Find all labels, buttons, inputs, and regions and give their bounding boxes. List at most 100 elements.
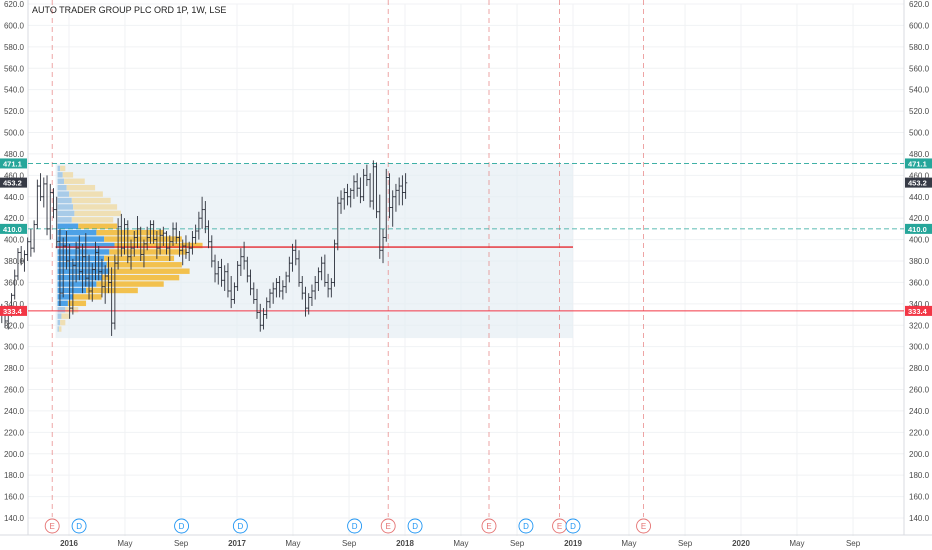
y-tick-label-right: 560.0	[909, 64, 930, 73]
dividend-marker[interactable]: D	[174, 518, 190, 534]
y-tick-label-right: 180.0	[909, 471, 930, 480]
event-marker-label: D	[570, 522, 576, 531]
y-tick-label-right: 300.0	[909, 343, 930, 352]
profile-bar-up	[57, 249, 110, 255]
price-tag-right-label: 453.2	[908, 179, 927, 188]
price-tag-left-label: 471.1	[3, 159, 22, 168]
ohlc-bar	[177, 231, 182, 257]
ohlc-bar	[19, 246, 23, 266]
ohlc-bar	[77, 235, 81, 281]
y-tick-label-right: 320.0	[909, 321, 930, 330]
x-tick-label: 2020	[732, 539, 750, 548]
ohlc-bar	[210, 235, 214, 268]
dividend-marker[interactable]: D	[71, 518, 87, 534]
dividend-marker[interactable]: D	[518, 518, 534, 534]
profile-bar-up	[57, 281, 97, 287]
y-tick-label-left: 480.0	[4, 150, 25, 159]
ohlc-bar	[106, 256, 111, 294]
profile-bar-down	[73, 204, 118, 210]
ohlc-bar	[58, 228, 62, 306]
profile-bar-up	[57, 319, 61, 326]
y-tick-label-left: 540.0	[4, 86, 25, 95]
event-marker-circle	[636, 518, 652, 534]
event-marker-circle	[380, 518, 396, 534]
profile-bar-down	[66, 184, 96, 191]
earnings-marker[interactable]: E	[44, 518, 60, 534]
ohlc-bar	[122, 218, 127, 255]
y-tick-label-left: 360.0	[4, 278, 25, 287]
ohlc-bar	[394, 183, 398, 212]
y-tick-label-right: 260.0	[909, 386, 930, 395]
event-marker-label: E	[557, 522, 562, 531]
y-tick-label-right: 140.0	[909, 514, 930, 523]
earnings-marker[interactable]: E	[636, 518, 652, 534]
profile-bar-down	[96, 281, 164, 287]
y-tick-label-left: 140.0	[4, 514, 25, 523]
profile-bar-up	[57, 255, 105, 262]
y-tick-label-right: 380.0	[909, 257, 930, 266]
dividend-marker[interactable]: D	[565, 518, 581, 534]
ohlc-bar	[190, 231, 195, 255]
earnings-marker[interactable]: E	[552, 518, 568, 534]
y-tick-label-left: 300.0	[4, 343, 25, 352]
ohlc-bar	[381, 228, 385, 264]
y-axis-right[interactable]: 620.0 600.0 580.0 560.0 540.0 520.0 500.0 480.0…	[909, 0, 930, 523]
profile-bar-up	[57, 197, 72, 204]
ohlc-bar	[258, 303, 262, 332]
ohlc-bar	[55, 196, 59, 249]
time-axis[interactable]: 2016 May Sep 2017 May Sep 2018 May Sep 2019 May Sep…	[60, 539, 861, 548]
y-axis-left[interactable]: 620.0 600.0 580.0 560.0 540.0 520.0 500.0 480.0…	[4, 0, 25, 523]
y-tick-label-left: 340.0	[4, 300, 25, 309]
dividend-marker[interactable]: D	[407, 518, 423, 534]
ohlc-bar	[255, 288, 259, 319]
price-tag-left-bg	[0, 223, 27, 234]
profile-bar-down	[109, 268, 190, 274]
dividend-marker[interactable]: D	[347, 518, 363, 534]
profile-bar-up	[57, 236, 105, 242]
ohlc-bar	[51, 188, 56, 219]
ohlc-bar	[139, 226, 143, 261]
ohlc-bar	[126, 220, 130, 264]
ohlc-bar	[226, 263, 230, 298]
ohlc-bar	[200, 196, 204, 229]
y-tick-label-right: 620.0	[909, 0, 930, 9]
earnings-marker[interactable]: E	[481, 518, 497, 534]
profile-bar-down	[62, 172, 74, 178]
y-tick-label-left: 240.0	[4, 407, 25, 416]
ohlc-bar	[384, 168, 388, 242]
ohlc-bar	[307, 293, 311, 315]
ohlc-bar	[71, 258, 75, 315]
ohlc-bar	[103, 265, 107, 304]
ohlc-bar	[236, 261, 240, 291]
y-tick-label-right: 440.0	[909, 193, 930, 202]
profile-bar-down	[109, 249, 188, 255]
ohlc-bar	[174, 222, 178, 244]
y-tick-label-left: 380.0	[4, 257, 25, 266]
ohlc-bar	[261, 308, 266, 330]
profile-bar-up	[57, 326, 59, 332]
ohlc-bar	[345, 183, 350, 206]
y-tick-label-right: 280.0	[909, 364, 930, 373]
ohlc-bar	[294, 239, 298, 266]
profile-bar-up	[57, 165, 61, 172]
profile-bar-down	[71, 197, 111, 204]
ohlc-bar	[213, 254, 217, 283]
price-tag-right-label: 333.4	[908, 307, 928, 316]
ohlc-bar	[203, 201, 207, 234]
price-tag-right-bg	[905, 223, 932, 234]
event-marker-label: D	[523, 522, 529, 531]
earnings-marker[interactable]: E	[380, 518, 396, 534]
ohlc-bar	[80, 243, 85, 294]
dividend-marker[interactable]: D	[232, 518, 248, 534]
ohlc-bar	[326, 273, 330, 298]
ohlc-bar	[171, 222, 175, 247]
event-marker-circle	[44, 518, 60, 534]
ohlc-bar	[397, 177, 401, 206]
ohlc-bars	[0, 160, 408, 336]
y-tick-label-left: 260.0	[4, 386, 25, 395]
ohlc-bar	[329, 278, 333, 298]
y-tick-label-left: 320.0	[4, 321, 25, 330]
chart-title: AUTO TRADER GROUP PLC ORD 1P, 1W, LSE	[32, 5, 226, 15]
